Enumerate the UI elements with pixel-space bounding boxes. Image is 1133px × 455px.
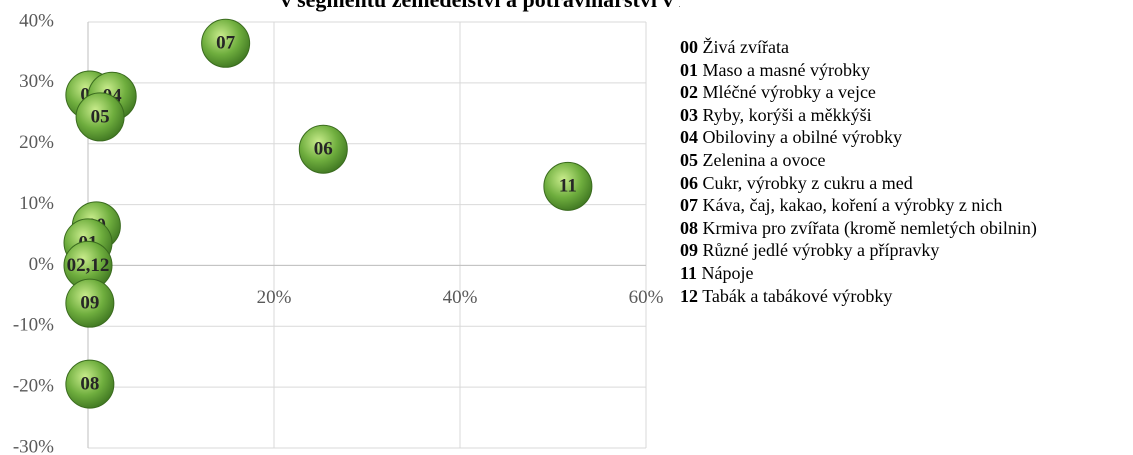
legend: 00 Živá zvířata 01 Maso a masné výrobky 02… (680, 36, 1130, 307)
legend-name: Káva, čaj, kakao, koření a výrobky z nic… (702, 195, 1003, 216)
legend-name: Krmiva pro zvířata (kromě nemletých obil… (702, 217, 1037, 238)
legend-item: 00 Živá zvířata (680, 36, 1130, 59)
y-tick-label: 40% (19, 10, 54, 31)
x-tick-label: 40% (443, 287, 478, 308)
bubble-label: 07 (216, 33, 236, 54)
legend-code: 11 (680, 262, 698, 283)
legend-name: Ryby, korýši a měkkýši (702, 104, 872, 125)
legend-item: 04 Obiloviny a obilné výrobky (680, 126, 1130, 149)
legend-name: Mléčné výrobky a vejce (702, 82, 876, 103)
legend-item: 09 Různé jedlé výrobky a přípravky (680, 239, 1130, 262)
x-tick-label: 20% (257, 287, 292, 308)
x-tick-label: 60% (629, 287, 664, 308)
legend-code: 05 (680, 149, 698, 170)
y-tick-label: 30% (19, 71, 54, 92)
bubble-label: 09 (80, 293, 99, 314)
legend-code: 09 (680, 240, 698, 261)
bubble-label: 02,12 (67, 255, 110, 276)
bubble-label: 06 (314, 139, 333, 160)
legend-name: Nápoje (701, 262, 754, 283)
y-tick-label: 0% (29, 254, 55, 275)
legend-item: 01 Maso a masné výrobky (680, 59, 1130, 82)
legend-item: 06 Cukr, výrobky z cukru a med (680, 172, 1130, 195)
legend-item: 02 Mléčné výrobky a vejce (680, 81, 1130, 104)
legend-code: 02 (680, 82, 698, 103)
legend-item: 03 Ryby, korýši a měkkýši (680, 104, 1130, 127)
legend-code: 06 (680, 172, 698, 193)
bubble-label: 05 (91, 106, 110, 127)
legend-item: 12 Tabák a tabákové výrobky (680, 285, 1130, 308)
y-tick-label: -30% (13, 436, 54, 455)
legend-code: 12 (680, 285, 698, 306)
legend-name: Obiloviny a obilné výrobky (702, 127, 902, 148)
legend-code: 00 (680, 37, 698, 57)
y-tick-label: 20% (19, 132, 54, 153)
bubble (543, 161, 593, 211)
legend-item: 05 Zelenina a ovoce (680, 149, 1130, 172)
chart: v segmentu zemědělství a potravinářství … (13, 0, 680, 455)
legend-name: Tabák a tabákové výrobky (702, 285, 893, 306)
bubble (201, 18, 251, 68)
bubble (75, 92, 125, 142)
bubble (65, 278, 115, 328)
legend-item: 07 Káva, čaj, kakao, koření a výrobky z … (680, 194, 1130, 217)
y-tick-label: 10% (19, 193, 54, 214)
legend-name: Cukr, výrobky z cukru a med (702, 172, 913, 193)
legend-code: 08 (680, 217, 698, 238)
legend-item: 08 Krmiva pro zvířata (kromě nemletých o… (680, 217, 1130, 240)
legend-code: 04 (680, 127, 698, 148)
chart-title: v segmentu zemědělství a potravinářství … (281, 0, 680, 12)
legend-name: Různé jedlé výrobky a přípravky (702, 240, 940, 261)
y-tick-label: -20% (13, 376, 54, 397)
legend-name: Živá zvířata (702, 37, 789, 57)
legend-code: 03 (680, 104, 698, 125)
y-tick-label: -10% (13, 315, 54, 336)
legend-code: 07 (680, 195, 698, 216)
bubble (298, 124, 348, 174)
legend-code: 01 (680, 59, 698, 80)
bubble-label: 08 (80, 373, 99, 394)
legend-item: 11 Nápoje (680, 262, 1130, 285)
bubble (65, 359, 115, 409)
legend-name: Maso a masné výrobky (702, 59, 870, 80)
bubble-label: 11 (559, 176, 577, 197)
legend-name: Zelenina a ovoce (702, 149, 826, 170)
